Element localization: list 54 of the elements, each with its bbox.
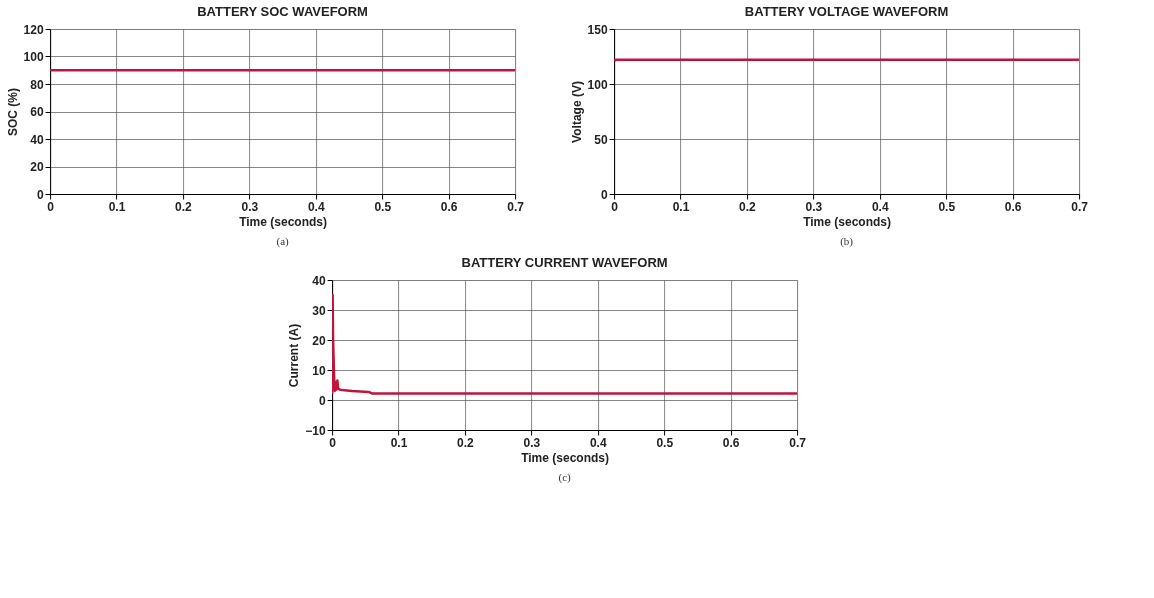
y-tick-label: 40 [312, 273, 326, 288]
x-axis-title: Time (seconds) [239, 214, 327, 229]
x-tick-label: 0.5 [374, 199, 392, 214]
y-tick-label: 40 [30, 132, 44, 147]
y-axis-title: Current (A) [287, 323, 302, 388]
x-tick-label: 0.2 [739, 199, 757, 214]
y-tick-label: 120 [23, 22, 44, 37]
x-tick-label: 0.7 [1071, 199, 1089, 214]
x-tick-label: 0.6 [440, 199, 458, 214]
text: (c) [558, 471, 572, 484]
y-tick-label: 50 [594, 132, 608, 147]
text: (a) [276, 235, 290, 248]
y-tick-label: 10 [312, 363, 326, 378]
y-tick-label: 30 [312, 303, 326, 318]
x-tick-label: 0.6 [722, 435, 740, 450]
chart-title: BATTERY SOC WAVEFORM [197, 4, 368, 19]
y-tick-label: −10 [305, 423, 326, 438]
x-tick-label: 0.3 [241, 199, 259, 214]
x-tick-label: 0.7 [507, 199, 525, 214]
x-tick-label: 0.5 [938, 199, 956, 214]
x-tick-label: 0.4 [871, 199, 889, 214]
x-tick-label: 0.3 [805, 199, 823, 214]
y-tick-label: 0 [36, 187, 44, 202]
x-tick-label: 0 [47, 199, 55, 214]
x-tick-label: 0.3 [523, 435, 541, 450]
x-tick-label: 0.5 [656, 435, 674, 450]
chart-title: BATTERY CURRENT WAVEFORM [461, 255, 668, 270]
y-tick-label: 60 [30, 105, 44, 119]
x-axis-title: Time (seconds) [803, 214, 891, 229]
x-tick-label: 0.2 [175, 199, 193, 214]
y-tick-label: 80 [30, 77, 44, 92]
chart-title: BATTERY VOLTAGE WAVEFORM [744, 4, 949, 19]
x-tick-label: 0.2 [457, 435, 475, 450]
x-tick-label: 0 [611, 199, 619, 214]
y-tick-label: 100 [587, 77, 608, 92]
y-tick-label: 0 [318, 393, 326, 408]
x-tick-label: 0.4 [589, 435, 607, 450]
x-tick-label: 0.1 [672, 199, 690, 214]
y-tick-label: 0 [600, 187, 608, 202]
x-tick-label: 0.1 [108, 199, 126, 214]
x-tick-label: 0.1 [390, 435, 408, 450]
x-tick-label: 0 [329, 435, 337, 450]
y-axis-title: SOC (%) [5, 88, 20, 136]
x-tick-label: 0.7 [789, 435, 807, 450]
line-series [332, 293, 798, 396]
y-axis-title: Voltage (V) [569, 81, 584, 143]
text: (b) [840, 235, 854, 248]
y-tick-label: 150 [587, 22, 608, 37]
y-tick-label: 20 [30, 160, 44, 174]
y-tick-label: 20 [312, 333, 326, 348]
y-tick-label: 100 [23, 50, 44, 64]
x-tick-label: 0.4 [307, 199, 325, 214]
x-axis-title: Time (seconds) [521, 450, 609, 465]
x-tick-label: 0.6 [1004, 199, 1022, 214]
